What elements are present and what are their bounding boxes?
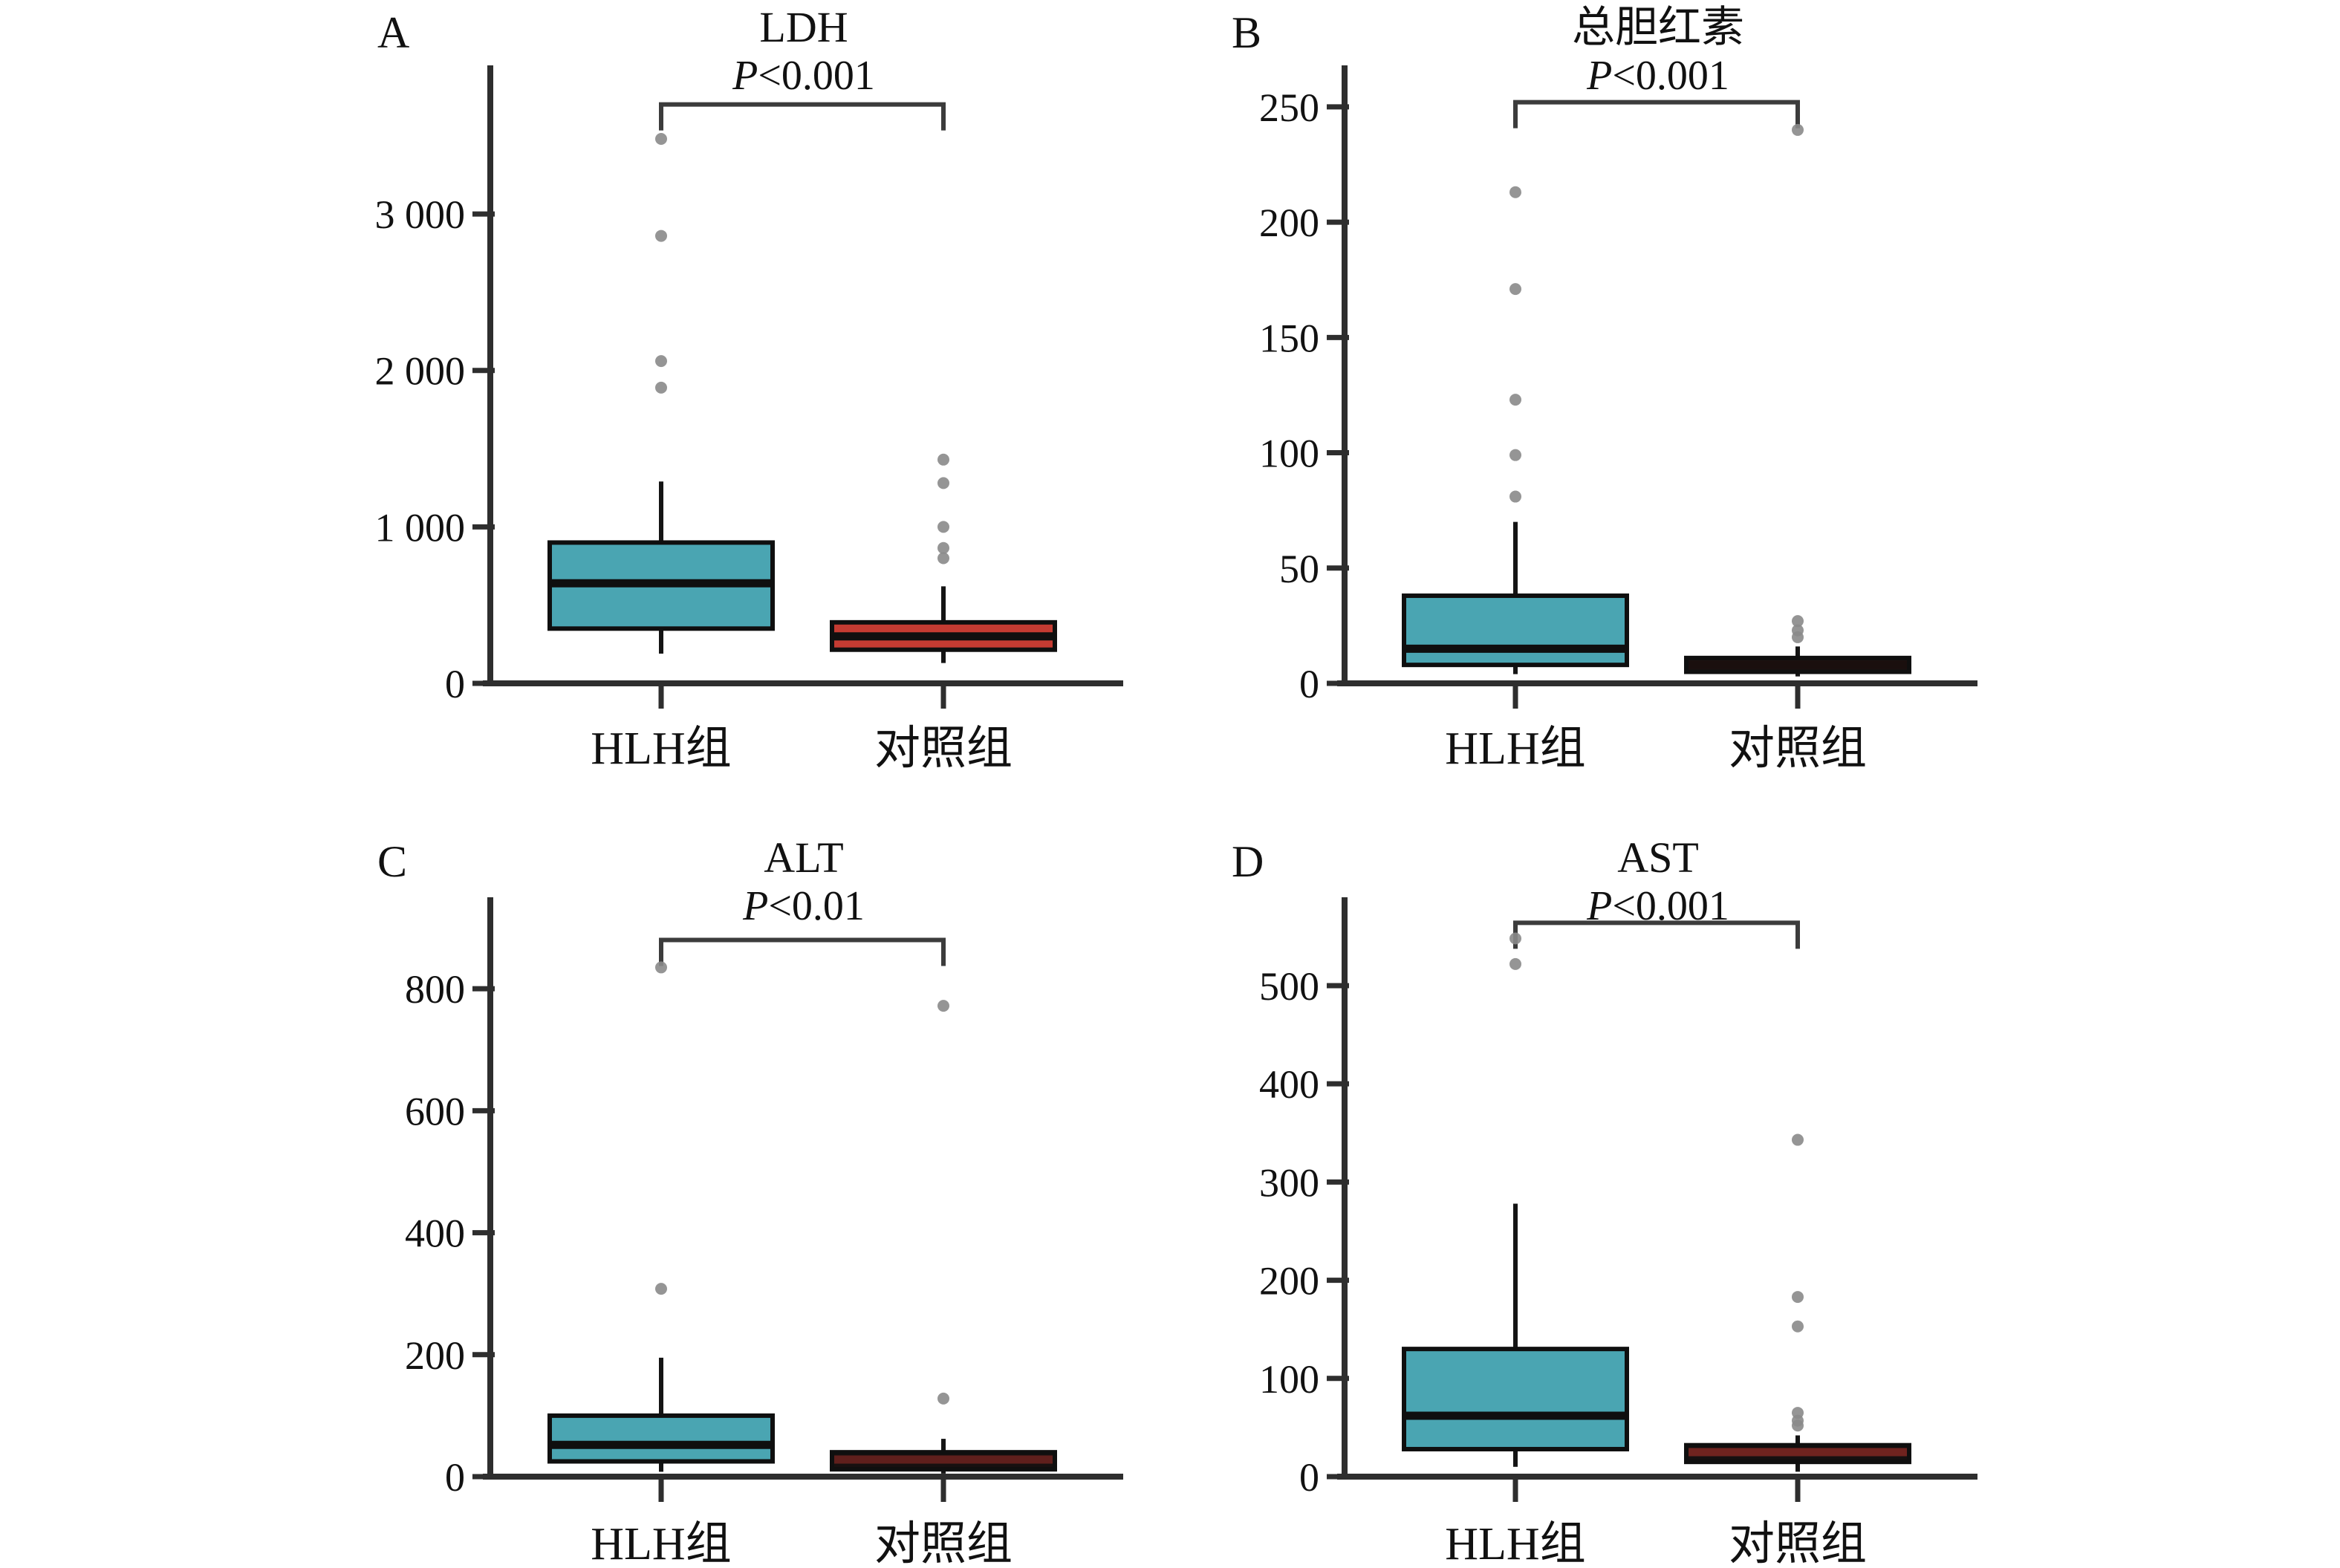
y-tick-label: 0 bbox=[445, 1455, 465, 1500]
outlier-dot bbox=[1509, 490, 1521, 503]
category-label: 对照组 bbox=[874, 723, 1013, 774]
y-tick-label: 400 bbox=[1259, 1062, 1319, 1107]
category-label: HLH组 bbox=[591, 723, 731, 774]
y-tick-label: 200 bbox=[405, 1333, 465, 1378]
significance-bracket bbox=[659, 102, 946, 131]
panel-letter: D bbox=[1232, 837, 1264, 886]
box-hlh bbox=[1402, 1347, 1629, 1451]
outlier-dot bbox=[1509, 283, 1521, 296]
y-tick-label: 600 bbox=[405, 1089, 465, 1133]
outlier-dot bbox=[1792, 1133, 1804, 1146]
box-hlh bbox=[547, 1413, 775, 1464]
outlier-dot bbox=[937, 552, 949, 565]
y-tick-label: 800 bbox=[405, 967, 465, 1012]
outlier-dot bbox=[655, 230, 667, 242]
outlier-dot bbox=[1792, 615, 1804, 628]
outlier-dot bbox=[1509, 449, 1521, 461]
panel-ldh: A LDH P<0.001 0 1 000 2 000 3 000 HLH组 对照组 bbox=[334, 0, 1189, 780]
p-value-label-rest: <0.001 bbox=[1612, 53, 1729, 99]
outlier-dot bbox=[1792, 624, 1804, 637]
y-tick-label: 50 bbox=[1279, 547, 1319, 591]
panel-letter: C bbox=[377, 837, 407, 886]
outlier-dot bbox=[655, 381, 667, 394]
category-label: HLH组 bbox=[1445, 1519, 1585, 1568]
y-tick-label: 0 bbox=[1299, 1455, 1319, 1500]
category-label: 对照组 bbox=[1729, 723, 1867, 774]
y-tick-label: 300 bbox=[1259, 1160, 1319, 1205]
outlier-dot bbox=[1509, 394, 1521, 406]
p-value-label-italic: P bbox=[732, 53, 758, 99]
outlier-dot bbox=[1792, 1291, 1804, 1304]
y-tick-label: 3 000 bbox=[375, 192, 466, 237]
y-tick-label: 250 bbox=[1259, 85, 1319, 130]
outlier-dot bbox=[1792, 1320, 1804, 1333]
y-tick-label: 100 bbox=[1259, 1357, 1319, 1402]
outlier-dot bbox=[937, 453, 949, 466]
p-value-label: P<0.001 bbox=[1586, 53, 1729, 99]
panel-alt: C ALT P<0.01 0 200 400 600 800 HLH组 对照组 bbox=[334, 780, 1189, 1568]
y-tick-label: 1 000 bbox=[375, 505, 466, 550]
panel-letter: A bbox=[377, 8, 409, 57]
outlier-dot bbox=[937, 521, 949, 533]
p-value-label: P<0.001 bbox=[732, 53, 875, 99]
p-value-label-italic: P bbox=[742, 883, 768, 929]
y-tick-label: 500 bbox=[1259, 964, 1319, 1009]
box-hlh bbox=[1402, 593, 1629, 668]
p-value-label-rest: <0.01 bbox=[768, 883, 865, 929]
panel-title: LDH bbox=[759, 3, 848, 51]
panel-total-bilirubin: B 总胆红素 P<0.001 0 50 100 150 200 250 HLH组 对照组 bbox=[1189, 0, 2043, 780]
p-value-label-italic: P bbox=[1586, 53, 1612, 99]
y-tick-label: 150 bbox=[1259, 316, 1319, 360]
y-tick-label: 2 000 bbox=[375, 349, 466, 394]
y-tick-label: 100 bbox=[1259, 432, 1319, 476]
significance-bracket bbox=[659, 937, 946, 966]
outlier-dot bbox=[1509, 186, 1521, 198]
p-value-label-rest: <0.001 bbox=[758, 53, 875, 99]
panel-title: 总胆红素 bbox=[1572, 3, 1744, 51]
outlier-dot bbox=[655, 132, 667, 145]
y-tick-label: 200 bbox=[1259, 1259, 1319, 1304]
panel-title: ALT bbox=[764, 833, 843, 882]
outlier-dot bbox=[937, 477, 949, 489]
outlier-dot bbox=[937, 1000, 949, 1012]
outlier-dot bbox=[1509, 957, 1521, 970]
y-tick-label: 0 bbox=[445, 662, 465, 706]
category-label: 对照组 bbox=[874, 1519, 1013, 1568]
outlier-dot bbox=[655, 1283, 667, 1295]
significance-bracket bbox=[1513, 100, 1800, 129]
outlier-dot bbox=[655, 961, 667, 974]
panel-letter: B bbox=[1232, 8, 1261, 57]
panel-title: AST bbox=[1617, 833, 1699, 882]
category-label: 对照组 bbox=[1729, 1519, 1867, 1568]
y-tick-label: 400 bbox=[405, 1211, 465, 1256]
outlier-dot bbox=[937, 541, 949, 554]
outlier-dot bbox=[1509, 932, 1521, 945]
outlier-dot bbox=[655, 355, 667, 368]
outlier-dot bbox=[937, 1392, 949, 1405]
outlier-dot bbox=[1792, 123, 1804, 136]
p-value-label: P<0.01 bbox=[742, 883, 865, 929]
category-label: HLH组 bbox=[1445, 723, 1585, 774]
y-tick-label: 200 bbox=[1259, 201, 1319, 245]
category-label: HLH组 bbox=[591, 1519, 731, 1568]
y-tick-label: 0 bbox=[1299, 662, 1319, 706]
panel-ast: D AST P<0.001 0 100 200 300 400 500 HLH组 对照组 bbox=[1189, 780, 2043, 1568]
outlier-dot bbox=[1792, 1407, 1804, 1419]
